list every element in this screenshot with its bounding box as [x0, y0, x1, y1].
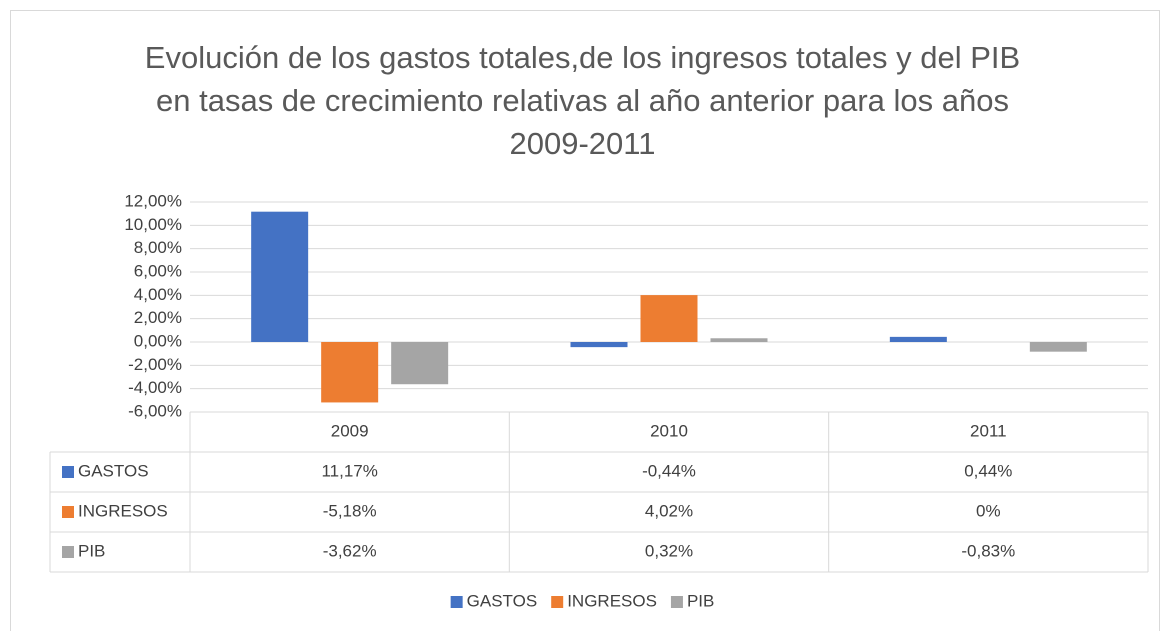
table-value: 0,44% [964, 461, 1012, 480]
table-value: -0,44% [642, 461, 696, 480]
y-tick-label: 8,00% [134, 238, 182, 257]
x-tick-label: 2010 [650, 421, 688, 440]
y-tick-label: 6,00% [134, 261, 182, 280]
legend-label: GASTOS [467, 591, 538, 610]
table-value: -5,18% [323, 501, 377, 520]
y-tick-label: 0,00% [134, 331, 182, 350]
table-value: 0% [976, 501, 1001, 520]
bar [251, 211, 309, 342]
table-series-name: GASTOS [78, 461, 149, 480]
y-tick-label: 10,00% [124, 215, 182, 234]
bar [710, 338, 768, 342]
table-legend-key [62, 546, 74, 558]
table-series-name: PIB [78, 541, 105, 560]
y-tick-label: 12,00% [124, 191, 182, 210]
legend-label: INGRESOS [567, 591, 657, 610]
table-series-name: INGRESOS [78, 501, 168, 520]
y-tick-label: -6,00% [128, 401, 182, 420]
bar [640, 295, 698, 342]
bar [391, 342, 449, 385]
table-value: 0,32% [645, 541, 693, 560]
legend-key [670, 596, 683, 608]
bar [889, 336, 947, 342]
y-tick-label: 2,00% [134, 308, 182, 327]
table-legend-key [62, 506, 74, 518]
legend-key [450, 596, 463, 608]
bar [321, 342, 379, 403]
bar [570, 342, 628, 348]
table-value: -3,62% [323, 541, 377, 560]
bar [1029, 342, 1087, 352]
x-tick-label: 2011 [970, 421, 1007, 440]
chart-title: Evolución de los gastos totales,de los i… [144, 40, 1021, 161]
y-tick-label: -4,00% [128, 378, 182, 397]
y-tick-label: -2,00% [128, 355, 182, 374]
table-value: 4,02% [645, 501, 693, 520]
legend-label: PIB [687, 591, 714, 610]
table-value: -0,83% [961, 541, 1015, 560]
x-tick-label: 2009 [331, 421, 369, 440]
table-legend-key [62, 466, 74, 478]
table-value: 11,17% [321, 461, 377, 480]
legend-key [551, 596, 564, 608]
chart-border [10, 10, 1160, 631]
y-tick-label: 4,00% [134, 285, 182, 304]
